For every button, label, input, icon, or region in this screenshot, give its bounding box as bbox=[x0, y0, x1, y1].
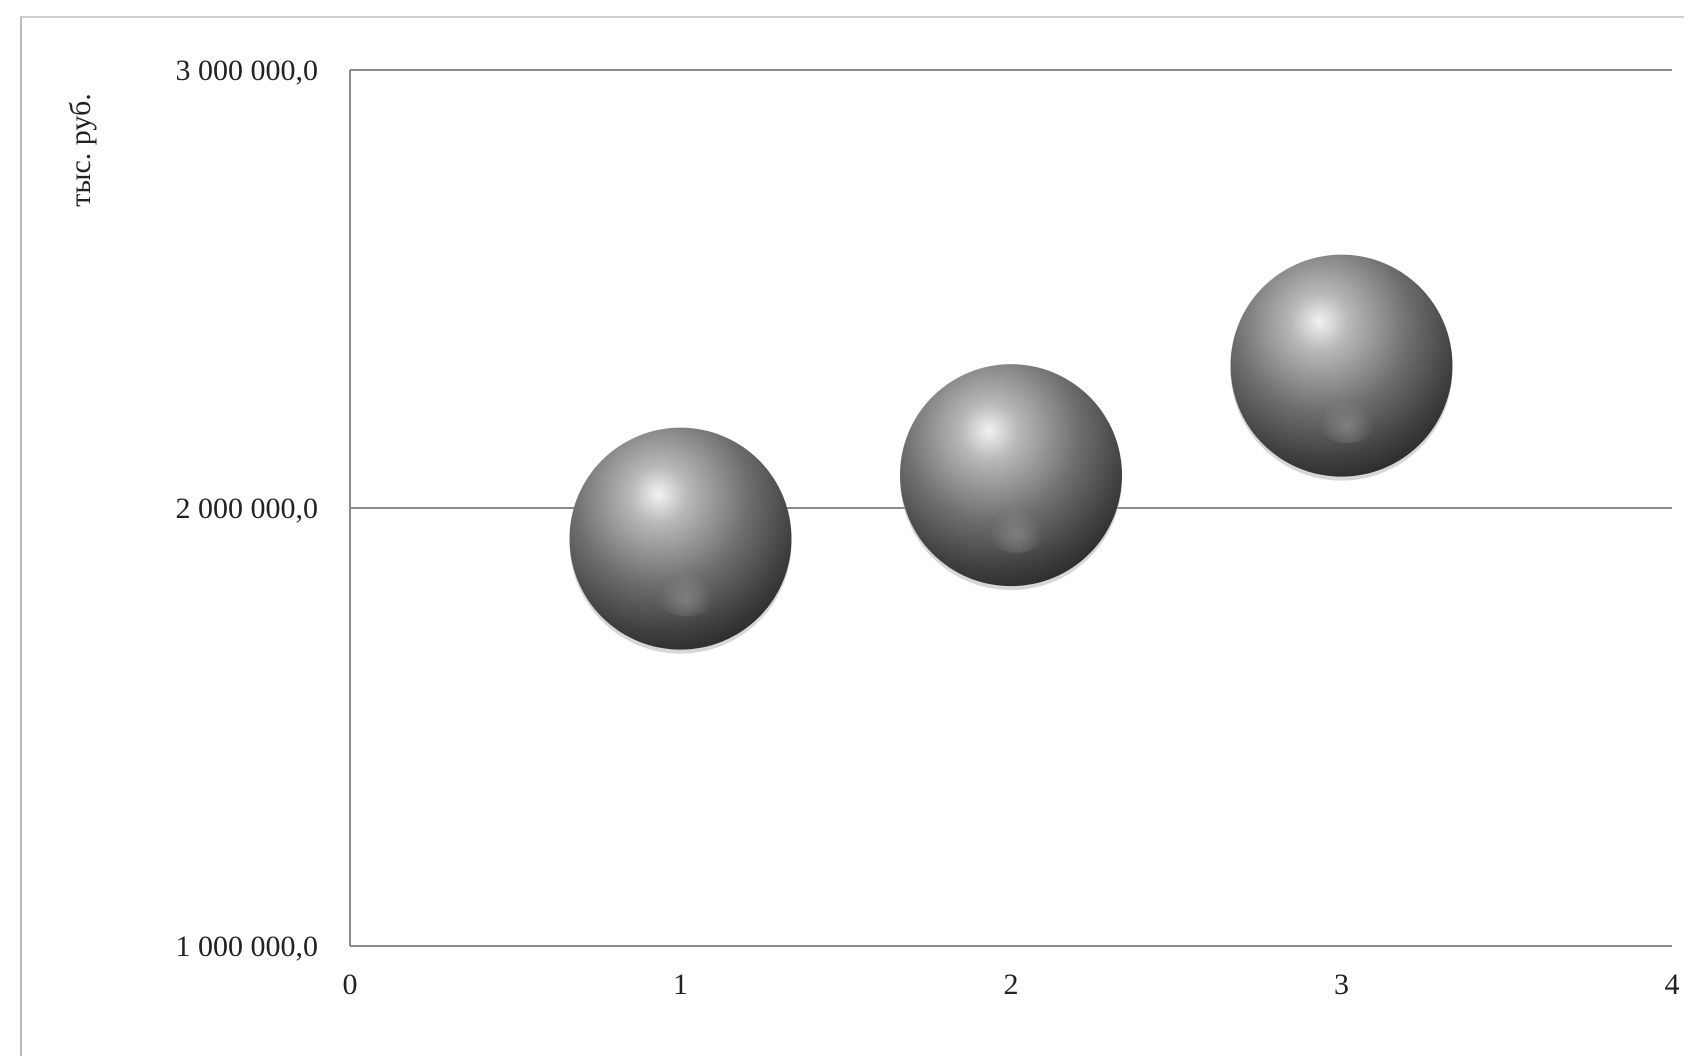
bubble-sphere bbox=[569, 427, 792, 650]
y-tick-label: 2 000 000,0 bbox=[176, 492, 319, 525]
bubble bbox=[569, 427, 792, 654]
bubble-reflection bbox=[1308, 365, 1386, 444]
x-tick-label: 3 bbox=[1334, 968, 1349, 1001]
bubble bbox=[900, 364, 1122, 591]
x-tick-label: 4 bbox=[1665, 968, 1680, 1001]
y-tick-label: 1 000 000,0 bbox=[176, 930, 319, 963]
x-tick-label: 0 bbox=[343, 968, 358, 1001]
y-axis-title: тыс. руб. bbox=[64, 93, 97, 207]
bubble-sphere bbox=[900, 364, 1122, 587]
y-tick-label: 3 000 000,0 bbox=[176, 54, 319, 87]
bubble-reflection bbox=[977, 475, 1056, 553]
y-tick-labels: 1 000 000,0 2 000 000,0 3 000 000,0 bbox=[176, 54, 319, 963]
x-tick-label: 2 bbox=[1004, 968, 1019, 1001]
bubble-sphere bbox=[1230, 254, 1453, 477]
chart-frame bbox=[20, 16, 1684, 1056]
bubble bbox=[1230, 254, 1453, 481]
x-tick-labels: 0 1 2 3 4 bbox=[343, 968, 1680, 1001]
bubble-reflection bbox=[647, 538, 725, 617]
bubbles bbox=[569, 254, 1453, 654]
x-tick-label: 1 bbox=[673, 968, 688, 1001]
